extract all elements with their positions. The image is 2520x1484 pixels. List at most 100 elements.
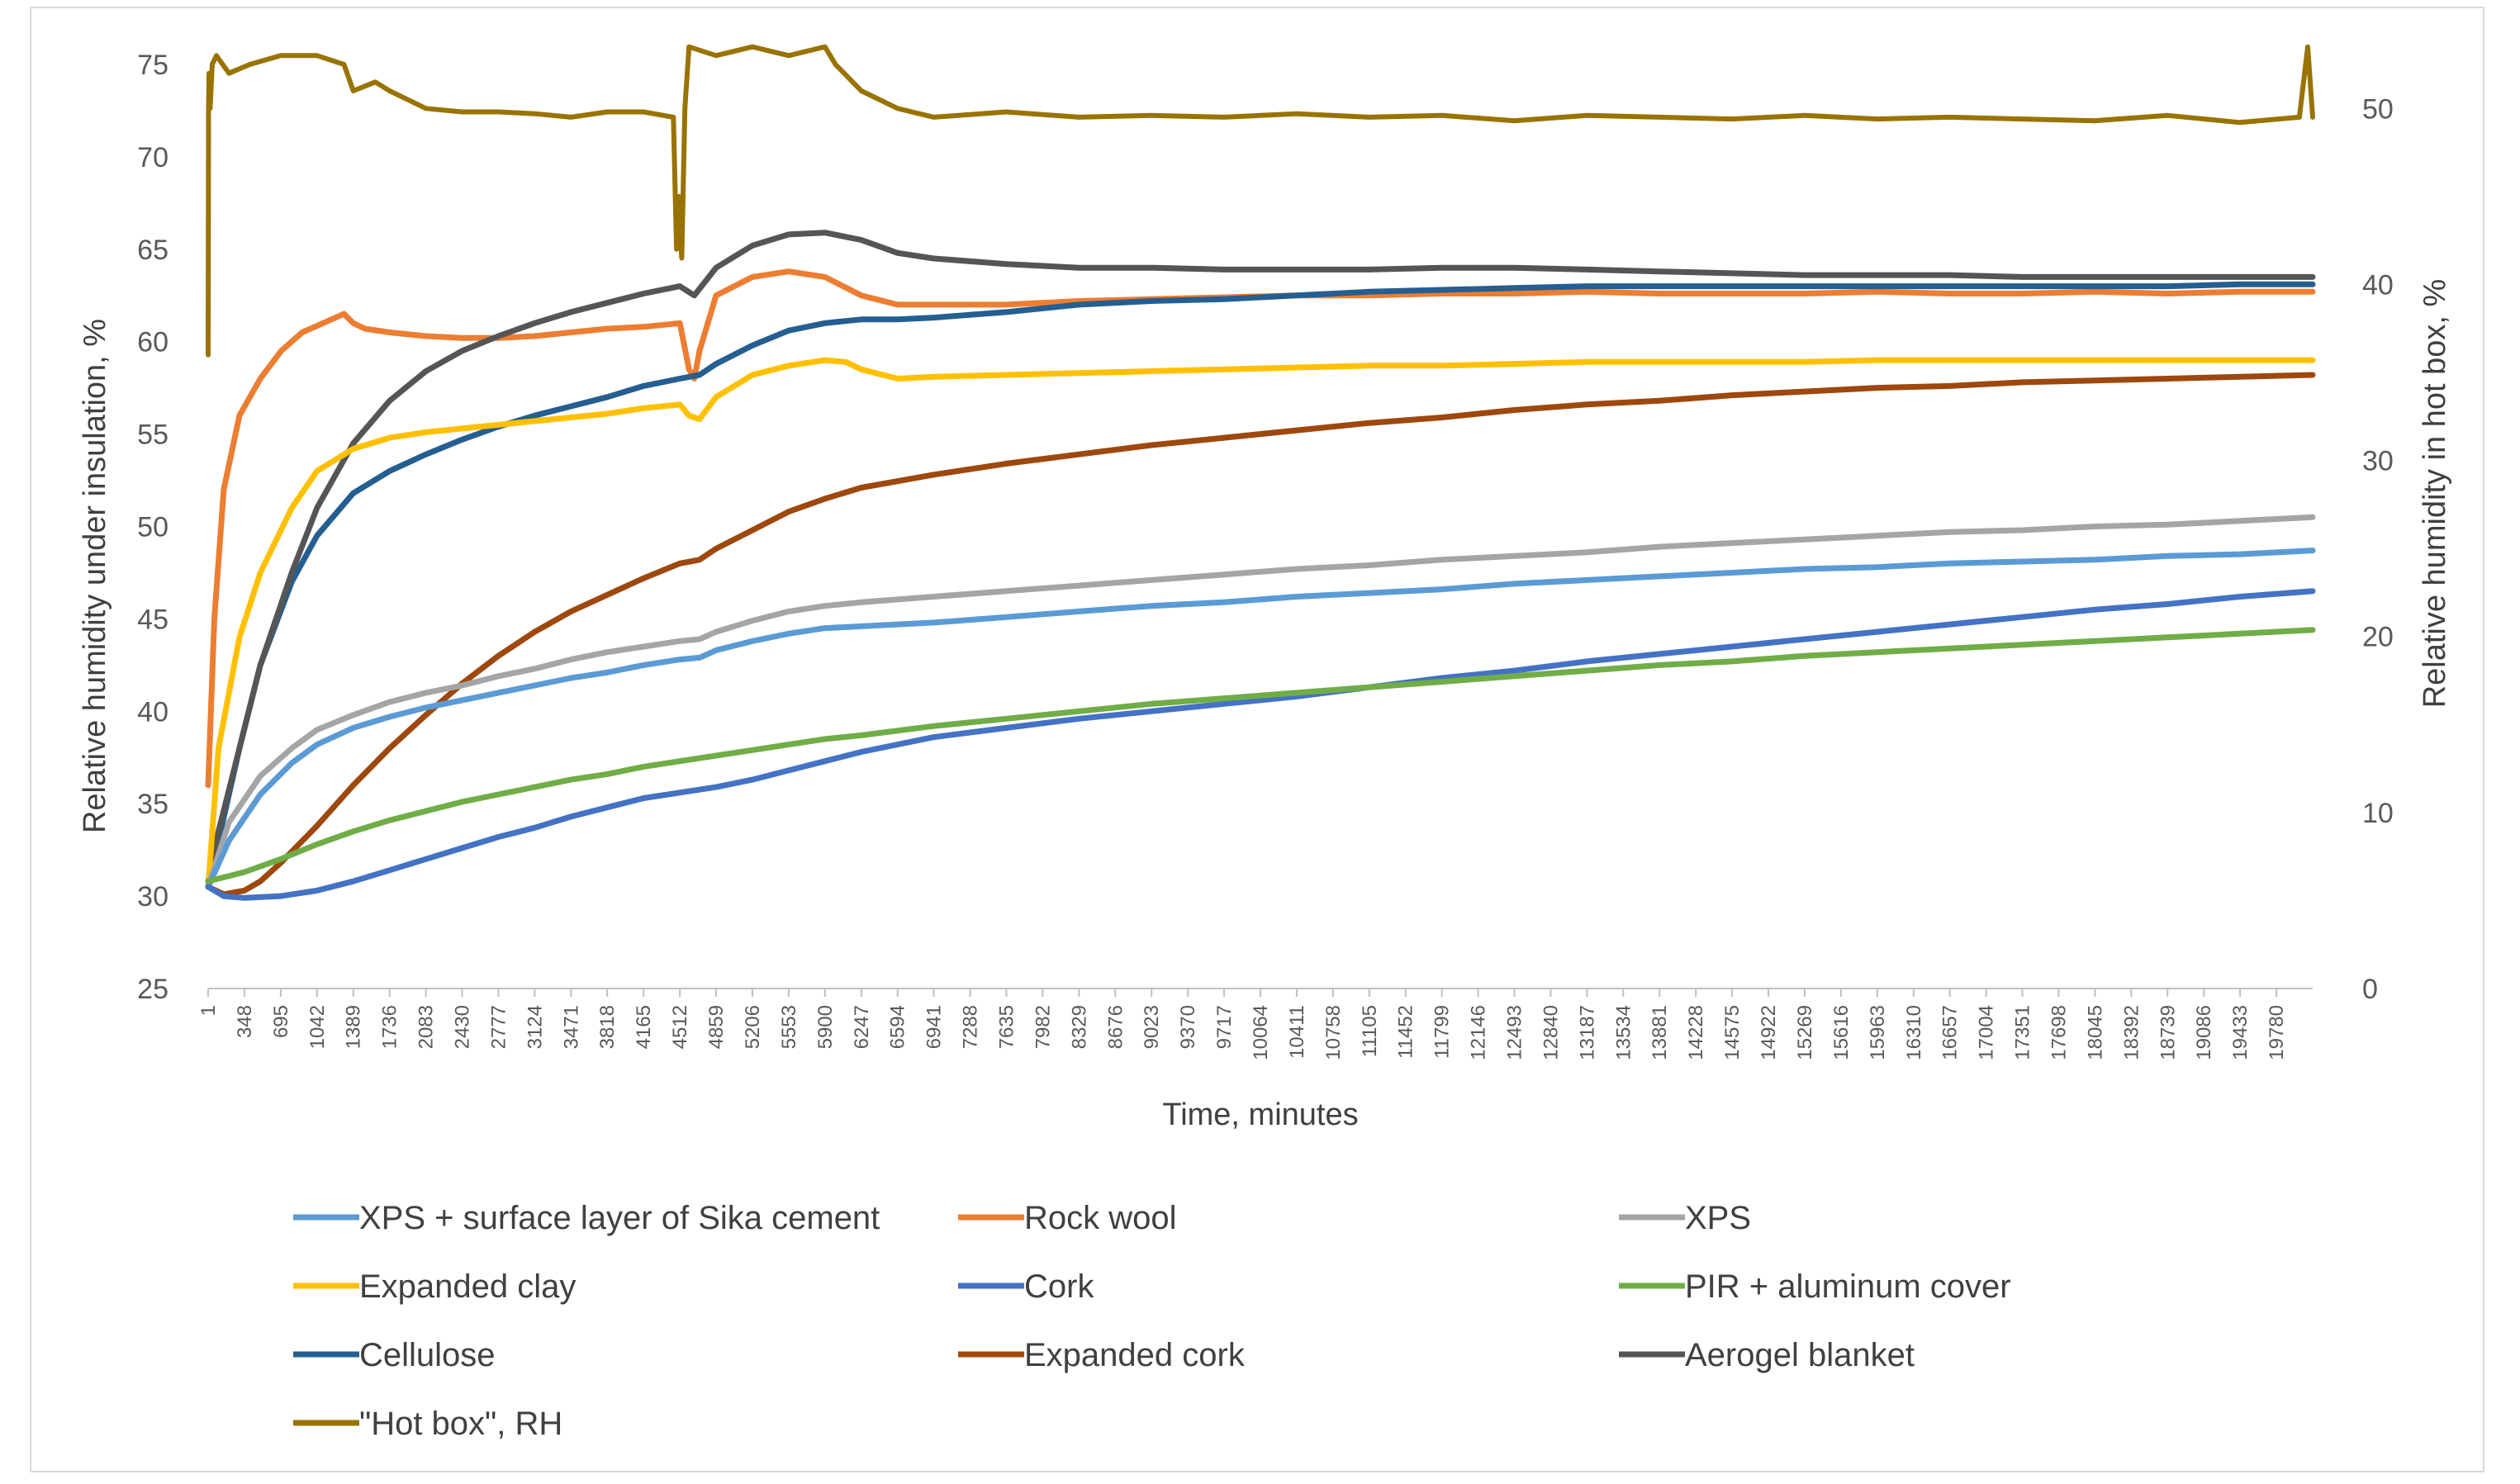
y-tick-label: 35: [137, 789, 168, 820]
y-tick-label: 75: [137, 50, 168, 81]
x-tick-label: 1736: [379, 1005, 401, 1049]
legend-item: Cork: [958, 1268, 1094, 1305]
x-axis-title: Time, minutes: [1162, 1098, 1358, 1132]
y-tick-label: 65: [137, 235, 168, 266]
axes: 25 30 35 40 45 50 55 60 65 70 75 0 10 20 30 40 50 1 348 695…: [137, 50, 2394, 1060]
y2-tick-label: 20: [2362, 622, 2394, 653]
x-tick-label: 14922: [1758, 1005, 1780, 1060]
legend: XPS + surface layer of Sika cement Rock w…: [293, 1200, 2011, 1442]
x-tick-label: 7635: [995, 1005, 1018, 1049]
y-tick-label: 40: [137, 696, 168, 728]
x-tick-label: 9717: [1213, 1005, 1236, 1049]
x-tick-label: 10411: [1286, 1005, 1308, 1059]
x-tick-label: 13187: [1576, 1005, 1598, 1060]
legend-item: "Hot box", RH: [293, 1406, 562, 1442]
y2-tick-label: 10: [2362, 798, 2394, 829]
series-line-aerogel-blanket: [205, 230, 2316, 884]
x-tick-label: 8676: [1104, 1005, 1127, 1049]
legend-item: Expanded clay: [293, 1268, 576, 1305]
legend-item: PIR + aluminum cover: [1619, 1268, 2011, 1305]
x-tick-label: 9370: [1177, 1005, 1199, 1049]
x-tick-label: 1042: [306, 1005, 329, 1049]
y-tick-label: 60: [137, 327, 168, 358]
series-line-hot-box-rh: [206, 44, 2315, 358]
x-tick-label: 2777: [487, 1005, 510, 1049]
legend-label: Expanded cork: [1024, 1337, 1246, 1373]
x-tick-label: 3818: [596, 1005, 619, 1049]
x-tick-label: 7288: [960, 1005, 982, 1049]
x-tick-label: 9023: [1141, 1005, 1163, 1049]
y-tick-label: 50: [137, 512, 168, 543]
series-line-expanded-clay: [205, 357, 2316, 890]
series-line-expanded-cork: [205, 372, 2316, 898]
x-tick-label: 6247: [851, 1005, 873, 1049]
y2-tick-label: 0: [2362, 974, 2378, 1005]
legend-label: Cellulose: [359, 1337, 496, 1373]
legend-label: "Hot box", RH: [359, 1406, 562, 1442]
y-tick-label: 30: [137, 881, 168, 913]
x-tick-label: 1389: [343, 1005, 365, 1049]
series-line-xps: [205, 514, 2316, 890]
x-tick-label: 3124: [524, 1005, 546, 1049]
legend-label: Rock wool: [1024, 1200, 1177, 1236]
chart-frame: [30, 7, 2484, 1472]
x-tick-label: 17698: [2048, 1005, 2070, 1060]
x-tick-label: 16310: [1903, 1005, 1925, 1060]
y-tick-label: 25: [137, 974, 168, 1005]
x-tick-label: 10758: [1322, 1005, 1345, 1060]
x-tick-label: 15963: [1867, 1005, 1889, 1060]
legend-label: Aerogel blanket: [1685, 1337, 1915, 1373]
legend-label: Cork: [1024, 1268, 1094, 1305]
series-line-cork: [205, 588, 2316, 901]
x-tick-label: 11799: [1431, 1005, 1454, 1059]
series-line-cellulose: [205, 281, 2316, 890]
x-tick-label: 348: [234, 1005, 256, 1038]
y2-tick-label: 30: [2362, 446, 2394, 477]
x-tick-label: 15616: [1830, 1005, 1853, 1060]
x-tick-label: 19433: [2229, 1005, 2252, 1060]
legend-label: PIR + aluminum cover: [1685, 1268, 2011, 1305]
series-line-pir-aluminum-cover: [205, 627, 2316, 884]
x-tick-label: 15269: [1794, 1005, 1816, 1060]
x-tick-label: 19086: [2193, 1005, 2215, 1060]
x-tick-label: 4859: [705, 1005, 728, 1049]
y2-tick-label: 50: [2362, 93, 2394, 125]
x-tick-label: 1: [197, 1005, 220, 1016]
series-line-rock-wool: [205, 268, 2316, 789]
x-tick-label: 12840: [1540, 1005, 1562, 1060]
x-tick-label: 16657: [1939, 1005, 1962, 1060]
legend-label: XPS + surface layer of Sika cement: [359, 1200, 880, 1236]
y-tick-label: 70: [137, 142, 168, 173]
x-tick-label: 5553: [778, 1005, 800, 1049]
x-tick-label: 5206: [742, 1005, 764, 1049]
x-tick-label: 8329: [1068, 1005, 1090, 1049]
legend-item: Rock wool: [958, 1200, 1177, 1236]
x-tick-label: 5900: [814, 1005, 837, 1049]
y-axis-title: Relative humidity under insulation, %: [78, 319, 112, 833]
legend-item: XPS: [1619, 1200, 1751, 1236]
y2-tick-label: 40: [2362, 269, 2394, 301]
x-tick-label: 695: [270, 1005, 292, 1038]
x-tick-label: 17351: [2012, 1005, 2034, 1060]
x-tick-label: 2430: [452, 1005, 474, 1049]
x-tick-label: 18045: [2084, 1005, 2106, 1060]
y2-axis-title: Relative humidity in hot box, %: [2418, 279, 2452, 709]
x-tick-label: 18392: [2120, 1005, 2143, 1060]
x-tick-label: 4165: [633, 1005, 655, 1049]
y-tick-label: 45: [137, 604, 168, 635]
x-tick-label: 13881: [1649, 1005, 1671, 1060]
x-tick-label: 19780: [2266, 1005, 2288, 1060]
x-tick-label: 12146: [1468, 1005, 1490, 1060]
legend-item: Expanded cork: [958, 1337, 1246, 1373]
x-tick-label: 17004: [1976, 1005, 1998, 1060]
x-tick-label: 11105: [1359, 1005, 1381, 1057]
x-tick-label: 6941: [923, 1005, 946, 1049]
x-tick-label: 18739: [2157, 1005, 2179, 1060]
x-tick-label: 10064: [1250, 1005, 1272, 1060]
x-tick-label: 13534: [1612, 1005, 1635, 1060]
x-tick-label: 6594: [887, 1005, 909, 1049]
series-line-xps-surface-layer-of-sika-cement: [205, 548, 2316, 890]
x-tick-label: 3471: [560, 1005, 582, 1049]
x-tick-label: 14575: [1721, 1005, 1744, 1060]
